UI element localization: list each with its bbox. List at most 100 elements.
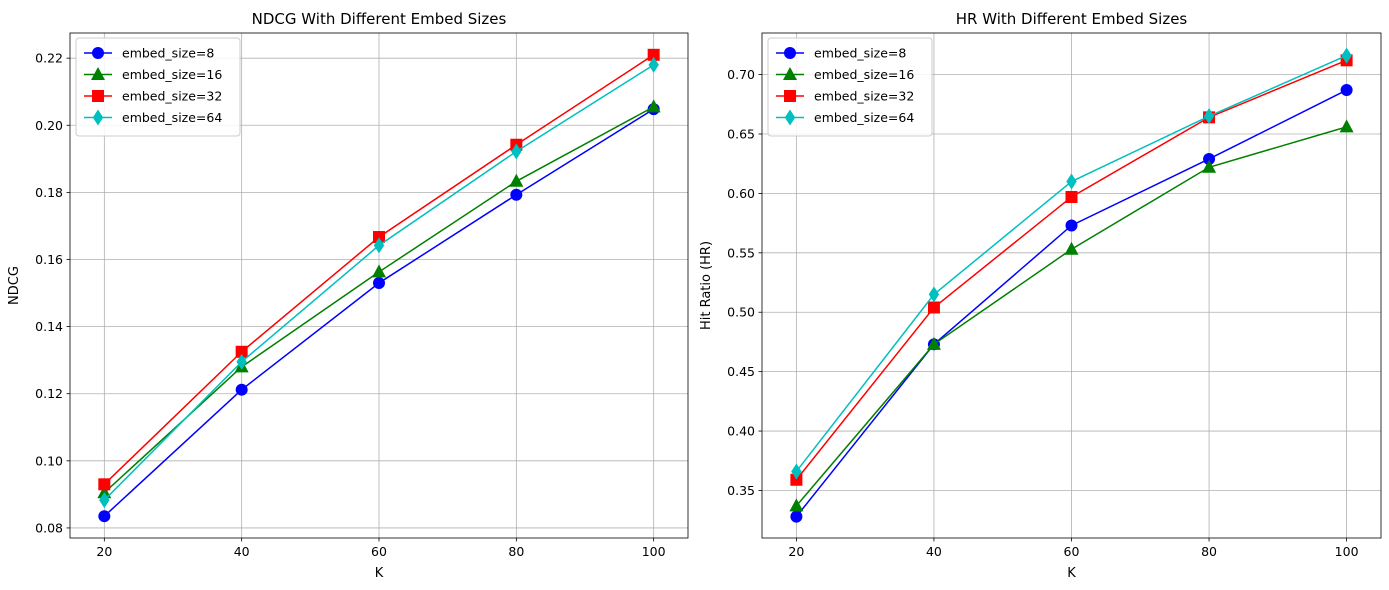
y-tick-label: 0.55 bbox=[727, 245, 755, 260]
y-tick-label: 0.60 bbox=[727, 186, 755, 201]
data-point bbox=[790, 473, 803, 486]
x-tick-label: 60 bbox=[371, 544, 387, 559]
legend-entry: embed_size=16 bbox=[84, 67, 222, 82]
legend-label: embed_size=8 bbox=[122, 46, 214, 61]
data-point bbox=[791, 463, 802, 480]
legend-label: embed_size=16 bbox=[814, 67, 914, 82]
data-point bbox=[1203, 108, 1215, 125]
x-tick-label: 100 bbox=[642, 544, 666, 559]
data-point bbox=[97, 485, 112, 499]
data-point bbox=[511, 143, 522, 160]
data-point bbox=[373, 276, 385, 289]
data-point bbox=[1064, 241, 1079, 255]
data-point bbox=[373, 231, 385, 244]
legend-entry: embed_size=32 bbox=[776, 89, 914, 104]
x-tick-label: 80 bbox=[508, 544, 524, 559]
chart-panel-1: 20 40 60 80 100 0.08 0.10 0.12 0.14 0.16 0.18 0.20 0… bbox=[7, 10, 689, 581]
data-point bbox=[790, 510, 803, 523]
data-point bbox=[235, 345, 248, 358]
y-tick-label: 0.12 bbox=[35, 386, 63, 401]
data-point bbox=[99, 492, 110, 509]
y-tick-label: 0.65 bbox=[727, 127, 755, 142]
legend-entry: embed_size=64 bbox=[84, 109, 222, 126]
series-4 bbox=[99, 56, 659, 509]
y-tick-label: 0.70 bbox=[727, 67, 755, 82]
x-tick-label: 40 bbox=[926, 544, 942, 559]
legend-label: embed_size=16 bbox=[122, 67, 222, 82]
legend-marker bbox=[784, 90, 796, 102]
legend-marker bbox=[784, 47, 796, 59]
data-point bbox=[236, 353, 247, 370]
y-tick-label: 0.14 bbox=[35, 319, 63, 334]
data-point bbox=[98, 510, 111, 523]
data-point bbox=[789, 498, 804, 512]
legend-marker bbox=[784, 109, 796, 126]
data-point bbox=[1065, 190, 1078, 203]
y-tick-label: 0.08 bbox=[35, 520, 63, 535]
y-tick-label: 0.22 bbox=[35, 51, 63, 66]
data-point bbox=[926, 336, 941, 350]
data-point bbox=[646, 99, 661, 113]
data-point bbox=[927, 301, 940, 314]
data-point bbox=[1065, 219, 1078, 232]
chart-title: NDCG With Different Embed Sizes bbox=[252, 10, 507, 28]
data-point bbox=[1203, 152, 1216, 165]
data-point bbox=[372, 264, 386, 278]
y-tick-label: 0.50 bbox=[727, 305, 755, 320]
data-point bbox=[1339, 119, 1354, 133]
x-tick-label: 60 bbox=[1064, 544, 1080, 559]
data-point bbox=[509, 173, 524, 187]
data-point bbox=[1202, 159, 1217, 173]
legend-label: embed_size=64 bbox=[814, 110, 914, 125]
x-tick-label: 20 bbox=[96, 544, 112, 559]
y-tick-label: 0.45 bbox=[727, 364, 755, 379]
data-point bbox=[928, 286, 940, 303]
legend-box bbox=[767, 37, 933, 137]
legend-marker bbox=[783, 67, 797, 80]
legend-marker bbox=[92, 47, 104, 59]
legend-entry: embed_size=16 bbox=[776, 67, 914, 82]
legend-marker bbox=[91, 67, 105, 80]
x-tick-label: 80 bbox=[1201, 544, 1217, 559]
x-tick-label: 40 bbox=[234, 544, 250, 559]
data-point bbox=[1340, 84, 1353, 97]
legend: embed_size=8 embed_size=16 embed_size=32em… bbox=[75, 37, 241, 137]
x-axis-label: K bbox=[375, 566, 384, 581]
series-2 bbox=[789, 119, 1354, 512]
y-axis-label: NDCG bbox=[7, 266, 22, 305]
data-point bbox=[648, 56, 659, 73]
legend-label: embed_size=8 bbox=[814, 46, 906, 61]
y-tick-label: 0.16 bbox=[35, 252, 63, 267]
data-point bbox=[510, 188, 523, 201]
y-tick-label: 0.20 bbox=[35, 118, 63, 133]
series-3 bbox=[98, 48, 660, 491]
legend-entry: embed_size=8 bbox=[776, 46, 906, 61]
legend: embed_size=8 embed_size=16 embed_size=32em… bbox=[767, 37, 933, 137]
chart-panel-2: 20 40 60 80 100 0.35 0.40 0.45 0.50 0.55 0.60 0.65 0… bbox=[699, 10, 1382, 581]
data-point bbox=[235, 383, 248, 396]
data-point bbox=[373, 237, 385, 254]
data-point bbox=[98, 478, 111, 491]
legend-box bbox=[75, 37, 241, 137]
y-tick-label: 0.35 bbox=[727, 483, 755, 498]
x-tick-label: 20 bbox=[788, 544, 804, 559]
legend-label: embed_size=32 bbox=[814, 89, 914, 104]
legend-marker bbox=[92, 90, 104, 102]
series-4 bbox=[791, 47, 1352, 480]
legend-entry: embed_size=32 bbox=[84, 89, 222, 104]
data-point bbox=[647, 48, 660, 61]
legend-label: embed_size=32 bbox=[122, 89, 222, 104]
legend-label: embed_size=64 bbox=[122, 110, 222, 125]
x-axis-label: K bbox=[1067, 566, 1076, 581]
y-tick-label: 0.10 bbox=[35, 453, 63, 468]
x-tick-label: 100 bbox=[1335, 544, 1359, 559]
y-axis-label: Hit Ratio (HR) bbox=[699, 241, 714, 330]
legend-entry: embed_size=8 bbox=[84, 46, 214, 61]
chart-title: HR With Different Embed Sizes bbox=[956, 10, 1188, 28]
y-tick-label: 0.18 bbox=[35, 185, 63, 200]
legend-entry: embed_size=64 bbox=[776, 109, 914, 126]
y-tick-label: 0.40 bbox=[727, 424, 755, 439]
data-point bbox=[1341, 47, 1352, 64]
legend-marker bbox=[92, 109, 104, 126]
